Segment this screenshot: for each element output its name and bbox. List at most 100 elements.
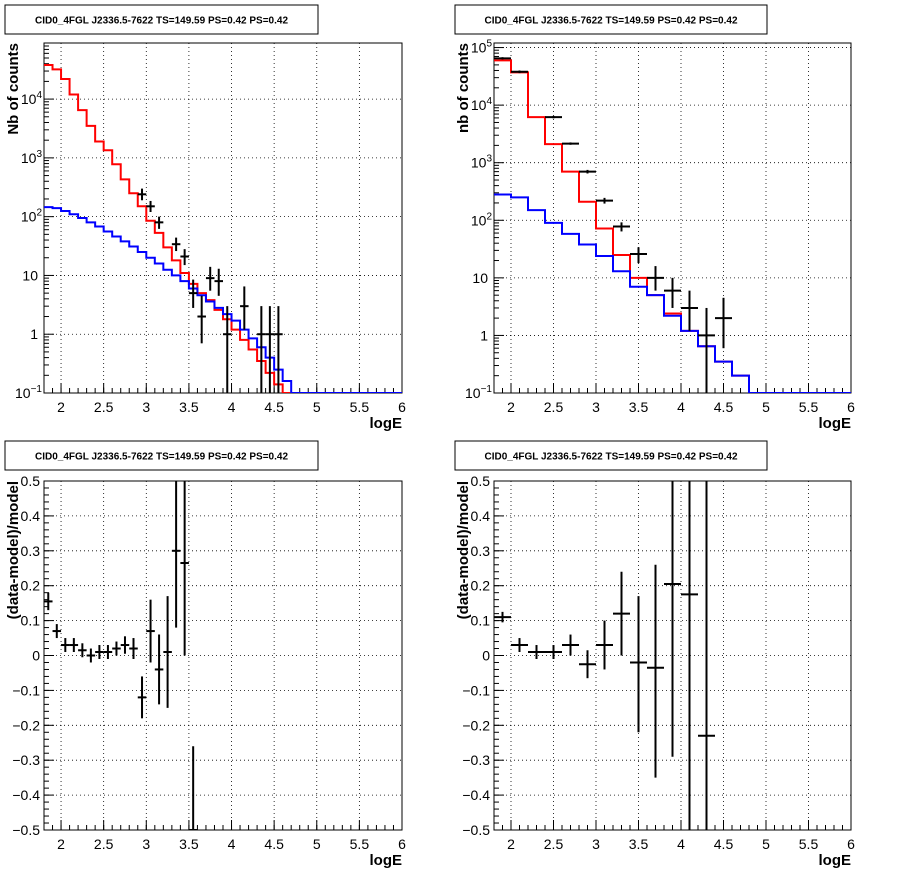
x-tick-label: 3	[142, 836, 150, 852]
y-tick-label: 10−1	[465, 384, 492, 401]
series-step-line-1	[494, 59, 851, 393]
x-tick-label: 3.5	[629, 836, 649, 852]
data-layer	[494, 481, 715, 830]
y-tick-label: −0.1	[462, 682, 490, 698]
series-step-line-2	[494, 193, 851, 393]
chart-title: CID0_4FGL J2336.5-7622 TS=149.59 PS=0.42…	[484, 16, 737, 27]
x-tick-label: 4.5	[714, 399, 734, 415]
x-tick-label: 4.5	[264, 836, 284, 852]
series-step-line-1	[44, 64, 402, 393]
y-tick-label: 104	[471, 96, 493, 113]
chart-panel-4: CID0_4FGL J2336.5-7622 TS=149.59 PS=0.42…	[454, 440, 855, 869]
x-tick-label: 2	[507, 399, 515, 415]
y-tick-label: −0.2	[462, 717, 490, 733]
chart-title-box	[4, 4, 319, 35]
y-tick-label: 0.4	[21, 508, 41, 524]
y-tick-label: 0.1	[21, 613, 41, 629]
x-tick-label: 3	[592, 836, 600, 852]
x-tick-label: 2.5	[94, 836, 114, 852]
y-tick-label: 104	[21, 90, 43, 107]
x-tick-label: 6	[847, 399, 855, 415]
x-tick-label: 4	[677, 836, 685, 852]
plot-frame	[43, 42, 403, 394]
chart-title-box	[454, 4, 768, 35]
y-tick-label: 103	[21, 149, 43, 166]
x-tick-label: 2.5	[94, 399, 114, 415]
y-tick-label: 0.3	[471, 543, 491, 559]
y-tick-label: 10−1	[15, 384, 42, 401]
x-tick-label: 3.5	[179, 399, 199, 415]
data-layer	[44, 64, 402, 393]
y-axis-label: (data-model)/model	[5, 481, 22, 619]
x-tick-label: 3.5	[629, 399, 649, 415]
x-tick-label: 4	[677, 399, 685, 415]
y-tick-label: 0.2	[471, 578, 491, 594]
y-tick-label: −0.4	[462, 787, 490, 803]
y-tick-label: −0.2	[12, 717, 40, 733]
x-tick-label: 5	[762, 836, 770, 852]
y-tick-label: 103	[471, 154, 493, 171]
y-axis-label: (data-model)/model	[455, 481, 472, 619]
y-tick-label: 105	[471, 39, 493, 56]
y-tick-label: 10	[472, 270, 488, 286]
y-tick-label: 0.4	[471, 508, 491, 524]
y-tick-label: 102	[21, 208, 43, 225]
chart-title: CID0_4FGL J2336.5-7622 TS=149.59 PS=0.42…	[35, 452, 288, 463]
x-tick-label: 5.5	[350, 836, 370, 852]
x-tick-label: 4	[228, 836, 236, 852]
y-tick-label: −0.3	[462, 752, 490, 768]
x-tick-label: 5.5	[350, 399, 370, 415]
x-tick-label: 2.5	[544, 399, 564, 415]
y-tick-label: 0.2	[21, 578, 41, 594]
x-tick-label: 2.5	[544, 836, 564, 852]
y-tick-label: −0.4	[12, 787, 40, 803]
x-tick-label: 2	[507, 836, 515, 852]
x-tick-label: 4.5	[264, 399, 284, 415]
y-axis-label: Nb of counts	[5, 43, 22, 135]
x-tick-label: 6	[398, 836, 406, 852]
plot-frame	[493, 42, 852, 394]
chart-title: CID0_4FGL J2336.5-7622 TS=149.59 PS=0.42…	[484, 452, 737, 463]
x-tick-label: 3	[142, 399, 150, 415]
y-tick-label: 0	[482, 648, 490, 664]
x-tick-label: 2	[57, 399, 65, 415]
x-tick-label: 3.5	[179, 836, 199, 852]
x-tick-label: 4.5	[714, 836, 734, 852]
x-axis-label: logE	[819, 852, 852, 869]
data-layer	[494, 57, 851, 393]
y-tick-label: 10	[22, 267, 38, 283]
chart-title: CID0_4FGL J2336.5-7622 TS=149.59 PS=0.42…	[35, 16, 288, 27]
x-tick-label: 5	[313, 836, 321, 852]
y-tick-label: −0.5	[462, 822, 490, 838]
y-tick-label: 0.1	[471, 613, 491, 629]
y-tick-label: 0.3	[21, 543, 41, 559]
y-axis-label: nb of counts	[455, 43, 472, 133]
y-tick-label: 0.5	[21, 473, 41, 489]
x-tick-label: 5	[313, 399, 321, 415]
y-tick-label: 1	[480, 327, 488, 343]
y-tick-label: 1	[30, 326, 38, 342]
plot-frame	[43, 480, 403, 831]
y-tick-label: −0.5	[12, 822, 40, 838]
x-tick-label: 2	[57, 836, 65, 852]
x-axis-label: logE	[819, 415, 852, 432]
x-tick-label: 4	[228, 399, 236, 415]
x-tick-label: 5	[762, 399, 770, 415]
y-tick-label: 0.5	[471, 473, 491, 489]
x-tick-label: 5.5	[799, 836, 819, 852]
x-tick-label: 6	[398, 399, 406, 415]
x-axis-label: logE	[370, 415, 403, 432]
chart-panel-3: CID0_4FGL J2336.5-7622 TS=149.59 PS=0.42…	[4, 440, 406, 869]
x-tick-label: 6	[847, 836, 855, 852]
x-tick-label: 3	[592, 399, 600, 415]
y-tick-label: −0.1	[12, 682, 40, 698]
series-step-line-2	[44, 206, 402, 393]
chart-panel-2: CID0_4FGL J2336.5-7622 TS=149.59 PS=0.42…	[454, 4, 855, 432]
y-tick-label: 0	[32, 648, 40, 664]
data-layer	[44, 481, 198, 830]
chart-panel-1: CID0_4FGL J2336.5-7622 TS=149.59 PS=0.42…	[4, 4, 406, 432]
x-tick-label: 5.5	[799, 399, 819, 415]
y-tick-label: −0.3	[12, 752, 40, 768]
chart-title-box	[4, 440, 319, 471]
